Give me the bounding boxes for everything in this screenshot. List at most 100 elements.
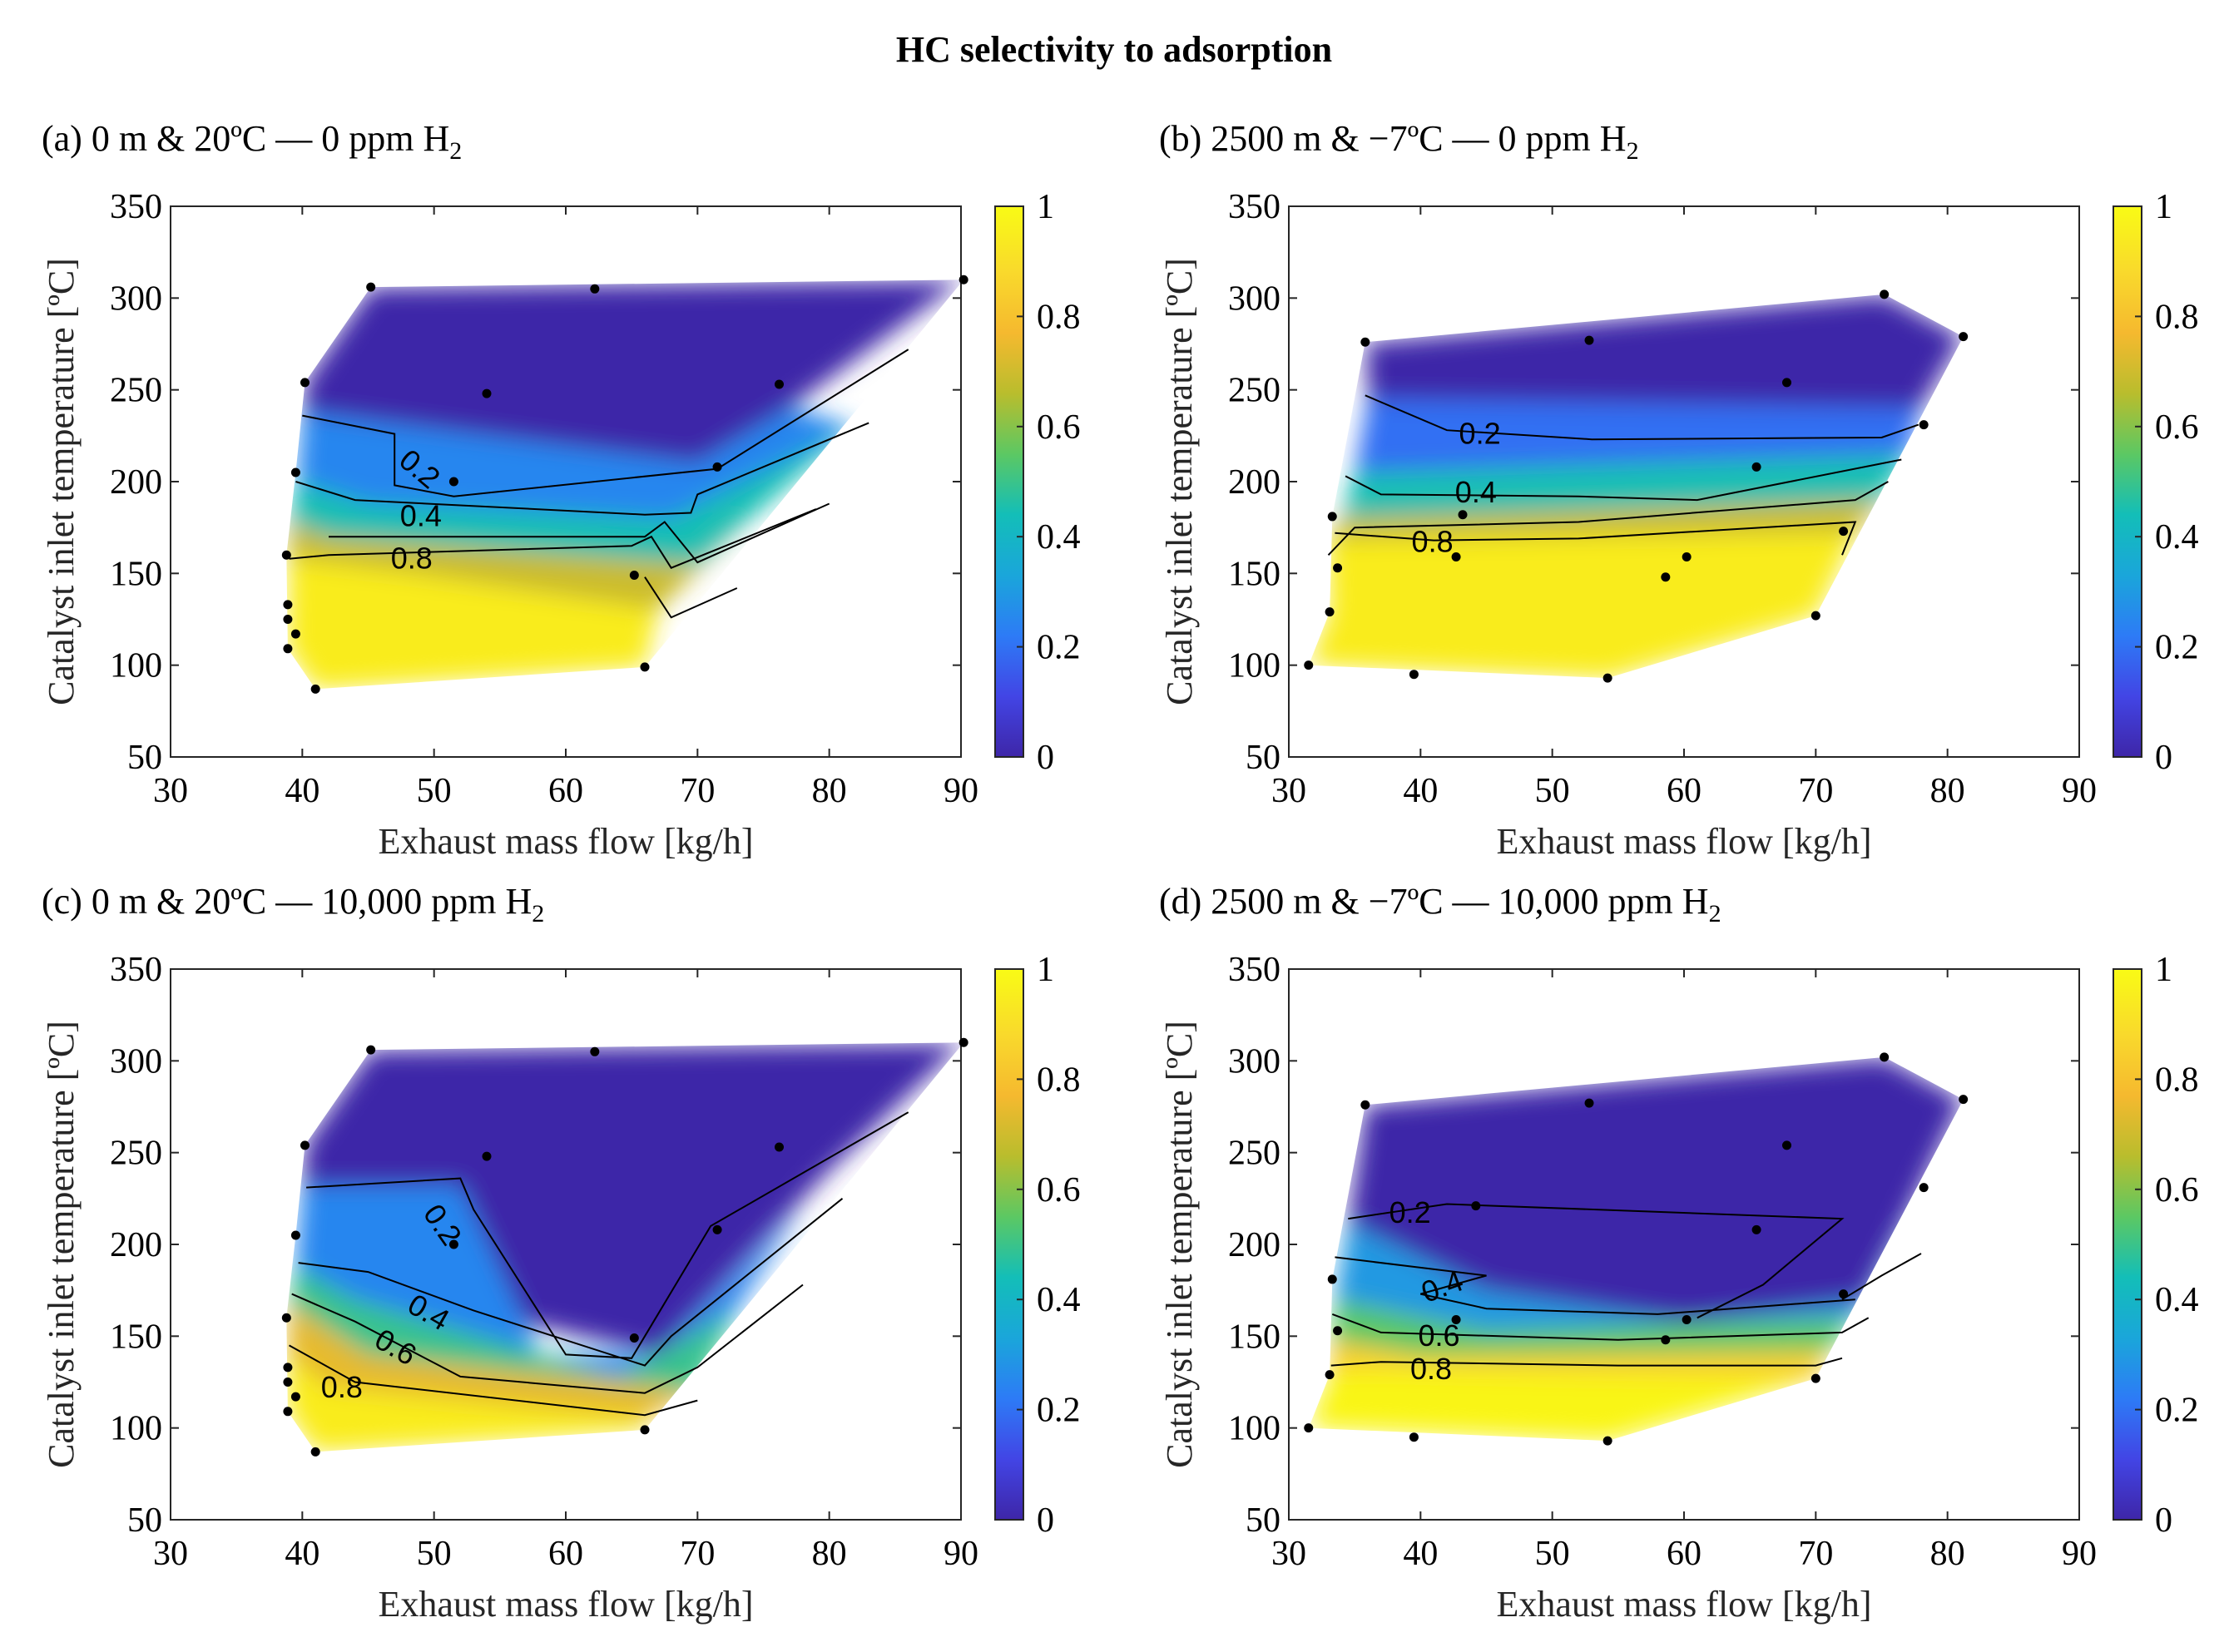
data-point (590, 1046, 600, 1056)
contour-line (302, 349, 909, 497)
contour-line (1345, 458, 1902, 502)
x-tick-label: 60 (1667, 1535, 1701, 1573)
data-point (482, 388, 492, 398)
colorbar-tick-label: 0.4 (2155, 1281, 2199, 1319)
contour-label: 0.2 (1459, 416, 1501, 450)
panel-b: (b) 2500 m & −7ºC — 0 ppm H20.20.40.830 4… (1159, 118, 2199, 862)
colorbar-tick-label: 0 (2155, 1501, 2172, 1540)
x-tick-label: 50 (417, 772, 452, 810)
y-tick-label: 100 (110, 1410, 162, 1448)
x-tick-label: 30 (1271, 772, 1306, 810)
y-axis-label: Catalyst inlet temperature [ºC] (41, 258, 82, 705)
data-point (482, 1151, 492, 1161)
data-point (1751, 462, 1761, 472)
contour-band (1308, 1369, 1816, 1442)
contour-band (302, 1042, 964, 1355)
chart-panels: (a) 0 m & 20ºC — 0 ppm H20.20.40.830 40 50… (41, 118, 2199, 1625)
contour-band (287, 1303, 698, 1419)
panel-label-subscript: 2 (1709, 900, 1721, 927)
x-tick-label: 80 (812, 772, 847, 810)
data-point (640, 662, 650, 672)
colorbar-tick-label: 0.8 (2155, 1061, 2199, 1099)
colorbar-tick-label: 0.2 (2155, 1392, 2199, 1430)
data-point (1810, 611, 1820, 621)
data-point (1451, 1314, 1461, 1324)
y-tick-label: 200 (110, 1226, 162, 1264)
colorbar-tick-label: 0.4 (1037, 518, 1081, 556)
colorbar-tick-label: 0 (2155, 739, 2172, 777)
colorbar-tick-label: 1 (1037, 188, 1054, 226)
panel-d: (d) 2500 m & −7ºC — 10,000 ppm H2 0.2 0.4 0… (1159, 881, 2199, 1625)
contour-band (287, 1354, 645, 1452)
data-point (1682, 1314, 1692, 1324)
contour-band (302, 279, 964, 463)
panel-label: (c) 0 m & 20ºC — 10,000 ppm H2 (42, 881, 544, 927)
x-tick-label: 40 (285, 1535, 319, 1573)
y-tick-label: 100 (1228, 647, 1280, 685)
data-point (310, 684, 320, 694)
y-tick-label: 250 (110, 372, 162, 410)
data-point (283, 615, 293, 624)
x-axis-label: Exhaust mass flow [kg/h] (379, 821, 754, 862)
data-point (448, 1239, 458, 1249)
y-tick-label: 350 (110, 188, 162, 226)
data-point (1782, 378, 1791, 388)
colorbar-tick-label: 0.8 (2155, 298, 2199, 336)
contour-line (295, 422, 869, 516)
y-tick-label: 300 (110, 279, 162, 318)
contour-fill (287, 279, 964, 690)
panel-a: (a) 0 m & 20ºC — 0 ppm H2 0.2 0.4 0.8 30 40 50… (41, 118, 1081, 862)
contour-band (287, 558, 658, 690)
contour-band (1330, 1339, 1830, 1379)
contour-label: 0.4 (400, 499, 442, 533)
y-tick-label: 100 (1228, 1410, 1280, 1448)
data-point (1602, 673, 1612, 683)
data-point (1409, 670, 1419, 680)
colorbar-tick-label: 0.4 (2155, 518, 2199, 556)
contour-label: 0.8 (391, 541, 433, 575)
y-tick-label: 300 (1228, 1042, 1280, 1081)
x-tick-label: 90 (2062, 772, 2097, 810)
y-tick-label: 250 (1228, 1135, 1280, 1173)
data-point (1325, 607, 1335, 617)
contour-fill-bands (1308, 294, 1964, 679)
y-tick-label: 200 (1228, 463, 1280, 502)
colorbar-tick-label: 0.6 (2155, 1171, 2199, 1209)
y-tick-label: 350 (1228, 951, 1280, 989)
panel-label: (d) 2500 m & −7ºC — 10,000 ppm H2 (1159, 881, 1721, 927)
data-point (1782, 1140, 1791, 1150)
data-point (1661, 572, 1671, 582)
x-tick-label: 30 (1271, 1535, 1306, 1573)
data-point (712, 462, 722, 472)
colorbar-tick-label: 0.6 (1037, 408, 1081, 447)
x-tick-label: 40 (1403, 772, 1438, 810)
data-point (1451, 551, 1461, 561)
contour-band (1355, 398, 1921, 472)
contour-band (1335, 1187, 1921, 1331)
contour-band (289, 426, 856, 565)
y-tick-label: 50 (1246, 1501, 1280, 1540)
contour-label: 0.2 (1389, 1195, 1431, 1229)
data-point (1661, 1335, 1671, 1345)
data-point (1682, 551, 1692, 561)
x-tick-label: 70 (680, 1535, 715, 1573)
y-tick-label: 150 (110, 555, 162, 593)
data-point (1880, 1052, 1890, 1062)
x-tick-label: 30 (153, 1535, 188, 1573)
colorbar (2113, 968, 2142, 1521)
data-point (1810, 1373, 1820, 1383)
contour-line (644, 576, 738, 619)
data-point (1360, 337, 1370, 347)
data-point (290, 1392, 300, 1402)
data-point (366, 282, 376, 292)
contour-line (289, 508, 817, 569)
y-axis-label: Catalyst inlet temperature [ºC] (1159, 1021, 1200, 1468)
contour-fill-bands (287, 279, 964, 690)
colorbar (994, 205, 1024, 758)
data-point (1584, 335, 1594, 345)
contour-band (1348, 1056, 1964, 1322)
colorbar-tick-label: 0.8 (1037, 298, 1081, 336)
y-tick-label: 350 (1228, 188, 1280, 226)
x-tick-label: 50 (1535, 772, 1570, 810)
x-tick-label: 50 (1535, 1535, 1570, 1573)
